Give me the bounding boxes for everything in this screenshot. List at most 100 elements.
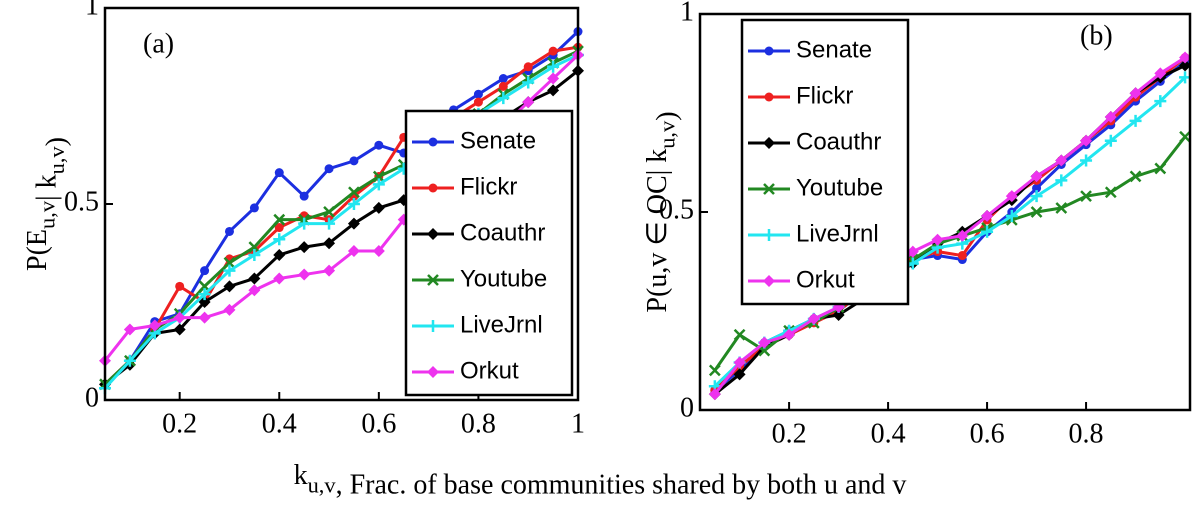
point (223, 264, 236, 277)
label-part: ) (42, 137, 73, 146)
point (223, 303, 236, 316)
point (372, 245, 385, 258)
point (764, 92, 774, 102)
point (1080, 154, 1093, 167)
point (956, 229, 969, 242)
point (347, 198, 360, 210)
label-part: P(u,v ∈ OC| k (642, 149, 673, 313)
panel-label: (a) (143, 28, 174, 59)
point (1080, 190, 1092, 203)
axis-label: P(u,v ∈ OC| ku,v) (642, 111, 683, 312)
point (548, 46, 558, 56)
point (273, 213, 286, 226)
point (347, 245, 360, 258)
point (427, 274, 439, 286)
legend-label: Flickr (460, 173, 517, 200)
point (428, 183, 438, 193)
point (298, 268, 311, 281)
legend-label: Orkut (460, 357, 519, 384)
point (1055, 154, 1068, 167)
point (324, 164, 334, 174)
x-tick-label: 0.2 (162, 408, 197, 439)
label-part: k (294, 460, 308, 491)
point (223, 256, 236, 269)
point (1129, 87, 1142, 100)
x-tick-label: 0.6 (361, 408, 396, 439)
point (323, 264, 336, 277)
point (1104, 110, 1117, 123)
point (372, 178, 385, 191)
legend-label: Coauthr (460, 219, 545, 246)
axis-label: ku,v, Frac. of base communities shared b… (294, 460, 907, 501)
panel: 0 0.5 1 0.2 0.4 0.6 0.8 (b) Senate Flickr Coauthr Y… (642, 0, 1192, 449)
point (957, 251, 967, 261)
x-tick-label: 0.4 (871, 418, 906, 449)
point (427, 366, 439, 378)
point (347, 217, 360, 230)
legend-label: Senate (796, 36, 872, 63)
point (1030, 190, 1043, 203)
point (1104, 134, 1117, 147)
point (1129, 170, 1142, 183)
point (223, 280, 236, 293)
point (374, 140, 384, 150)
subscript: u,v (44, 146, 69, 175)
point (1055, 174, 1068, 187)
point (763, 183, 775, 195)
point (708, 364, 721, 377)
legend-label: Senate (460, 127, 536, 154)
legend-label: LiveJrnl (796, 220, 879, 247)
point (273, 233, 286, 246)
point (1030, 170, 1043, 183)
plot-frame (698, 12, 1192, 412)
y-tick-label: 1 (680, 0, 694, 27)
point (1055, 202, 1068, 214)
point (123, 354, 136, 367)
y-label-group: P(Eu,v| ku,v) (22, 137, 72, 271)
point (1032, 183, 1042, 193)
y-label-group: P(u,v ∈ OC| ku,v) (642, 111, 683, 312)
point (473, 97, 483, 107)
point (547, 72, 560, 85)
point (931, 233, 944, 246)
point (733, 368, 746, 381)
point (473, 89, 483, 99)
point (498, 74, 508, 84)
point (981, 209, 994, 222)
point (906, 245, 919, 258)
point (274, 223, 284, 233)
y-tick-label: 0 (85, 382, 99, 413)
subscript: u,v (308, 473, 337, 498)
y-tick-label: 0.5 (659, 194, 694, 225)
point (298, 217, 311, 230)
x-tick-label: 0.2 (772, 418, 807, 449)
panel: 0 0.5 1 0.2 0.4 0.6 0.8 1 (a) Senate Flickr Coauthr… (22, 0, 906, 501)
legend-label: LiveJrnl (460, 311, 543, 338)
point (497, 92, 510, 105)
point (273, 248, 286, 261)
series-line (713, 76, 1187, 388)
series-line (103, 53, 579, 390)
point (1154, 67, 1167, 80)
point (522, 96, 535, 109)
plot-frame (103, 6, 580, 402)
point (248, 241, 261, 254)
point (348, 186, 360, 199)
legend-label: Youtube (796, 174, 883, 201)
point (173, 323, 186, 336)
point (427, 320, 439, 332)
point (1030, 206, 1043, 218)
legend-box (404, 109, 574, 397)
point (733, 328, 746, 341)
y-tick-label: 1 (85, 0, 99, 21)
point (758, 336, 771, 349)
point (832, 308, 845, 321)
legend-label: Youtube (460, 265, 547, 292)
y-tick-label: 0 (680, 392, 694, 423)
legend-label: Flickr (796, 82, 853, 109)
point (198, 311, 211, 324)
label-part: | k (32, 174, 63, 201)
point (708, 388, 721, 401)
point (733, 356, 746, 369)
point (547, 60, 560, 73)
